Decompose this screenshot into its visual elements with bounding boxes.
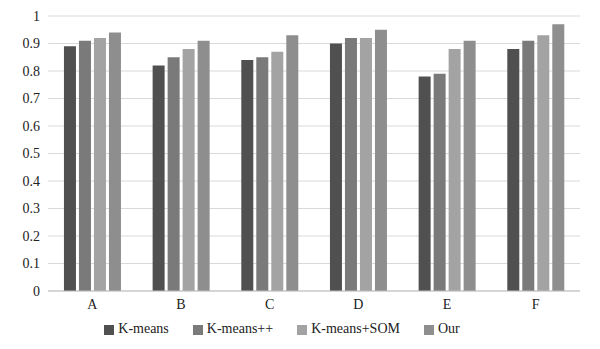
- svg-text:0.8: 0.8: [23, 64, 41, 79]
- svg-text:0.5: 0.5: [23, 146, 41, 161]
- svg-text:F: F: [532, 297, 540, 312]
- svg-text:0.2: 0.2: [23, 229, 41, 244]
- svg-text:A: A: [87, 297, 98, 312]
- svg-text:0.1: 0.1: [23, 256, 41, 271]
- svg-text:0.6: 0.6: [23, 119, 41, 134]
- svg-text:B: B: [176, 297, 185, 312]
- svg-text:0.4: 0.4: [23, 174, 41, 189]
- html-text:Our: Our: [437, 321, 460, 336]
- html-text:K-means+SOM: K-means+SOM: [311, 321, 400, 336]
- svg-text:D: D: [353, 297, 363, 312]
- svg-text:E: E: [443, 297, 452, 312]
- html-text:K-means: K-means: [118, 321, 169, 336]
- svg-text:C: C: [265, 297, 274, 312]
- svg-text:0.7: 0.7: [23, 91, 41, 106]
- svg-text:0: 0: [33, 284, 40, 299]
- svg-text:0.9: 0.9: [23, 36, 41, 51]
- svg-text:0.3: 0.3: [23, 201, 41, 216]
- svg-text:1: 1: [33, 9, 40, 24]
- html-text:K-means++: K-means++: [206, 321, 274, 336]
